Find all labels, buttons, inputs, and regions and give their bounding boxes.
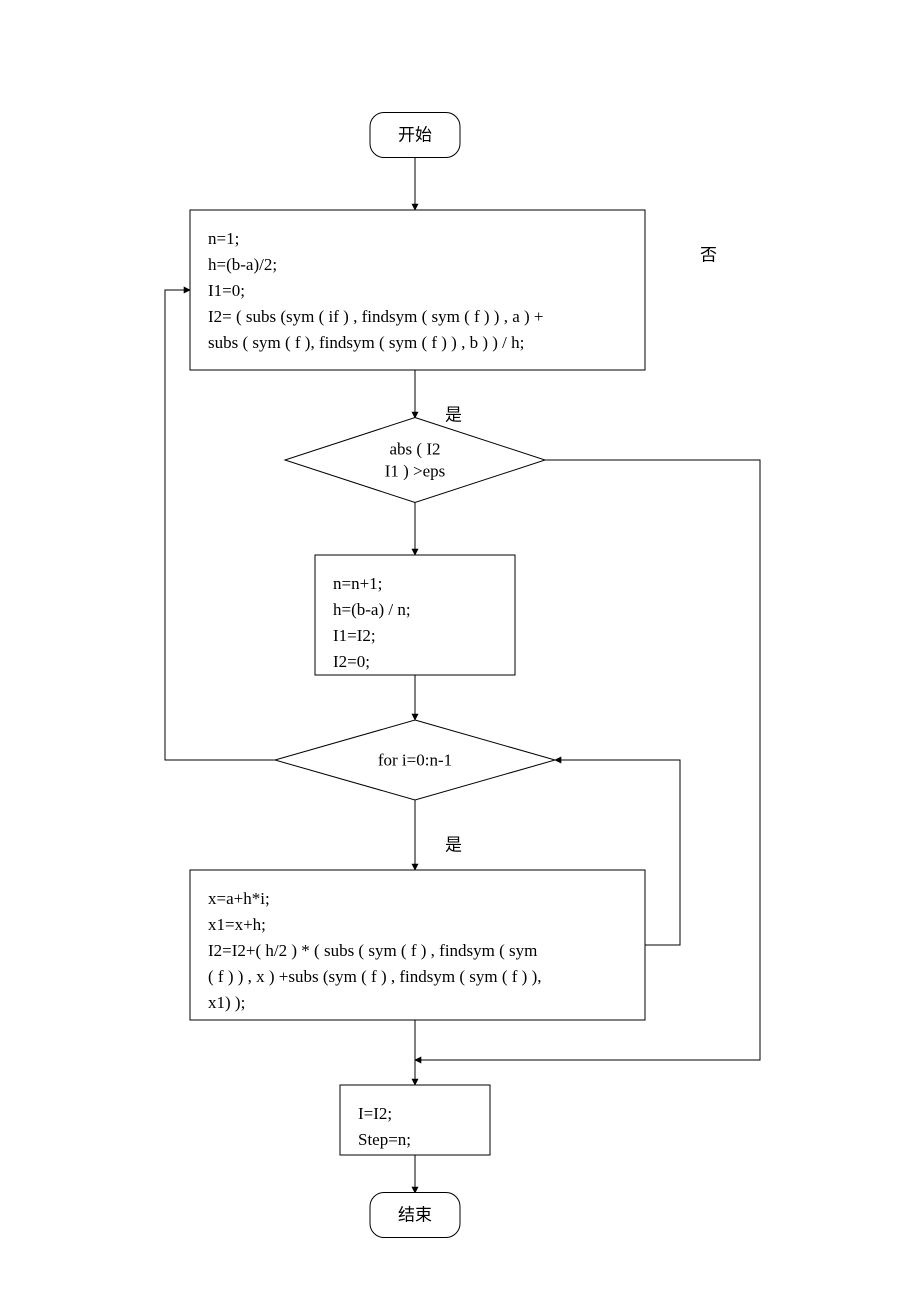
update-line-0: n=n+1; bbox=[333, 574, 382, 593]
body-line-4: x1) ); bbox=[208, 993, 245, 1012]
init-line-0: n=1; bbox=[208, 229, 239, 248]
result-line-1: Step=n; bbox=[358, 1130, 411, 1149]
cond1-line-1: I1 ) >eps bbox=[385, 462, 446, 481]
body-line-3: ( f ) ) , x ) +subs (sym ( f ) , findsym… bbox=[208, 967, 541, 986]
label-yes1: 是 bbox=[445, 406, 462, 425]
label-no: 否 bbox=[700, 246, 717, 265]
update-line-2: I1=I2; bbox=[333, 626, 376, 645]
body-line-2: I2=I2+( h/2 ) * ( subs ( sym ( f ) , fin… bbox=[208, 941, 537, 960]
end-label: 结束 bbox=[398, 1206, 432, 1225]
init-line-3: I2= ( subs (sym ( if ) , findsym ( sym (… bbox=[208, 307, 544, 326]
update-line-3: I2=0; bbox=[333, 652, 370, 671]
loop-line-0: for i=0:n-1 bbox=[378, 751, 452, 770]
init-line-2: I1=0; bbox=[208, 281, 245, 300]
update-line-1: h=(b-a) / n; bbox=[333, 600, 411, 619]
cond1-line-0: abs ( I2 bbox=[390, 440, 441, 459]
start-label: 开始 bbox=[398, 126, 432, 145]
init-line-4: subs ( sym ( f ), findsym ( sym ( f ) ) … bbox=[208, 333, 524, 352]
body-line-1: x1=x+h; bbox=[208, 915, 266, 934]
label-yes2: 是 bbox=[445, 836, 462, 855]
body-line-0: x=a+h*i; bbox=[208, 889, 270, 908]
init-line-1: h=(b-a)/2; bbox=[208, 255, 277, 274]
result-line-0: I=I2; bbox=[358, 1104, 392, 1123]
